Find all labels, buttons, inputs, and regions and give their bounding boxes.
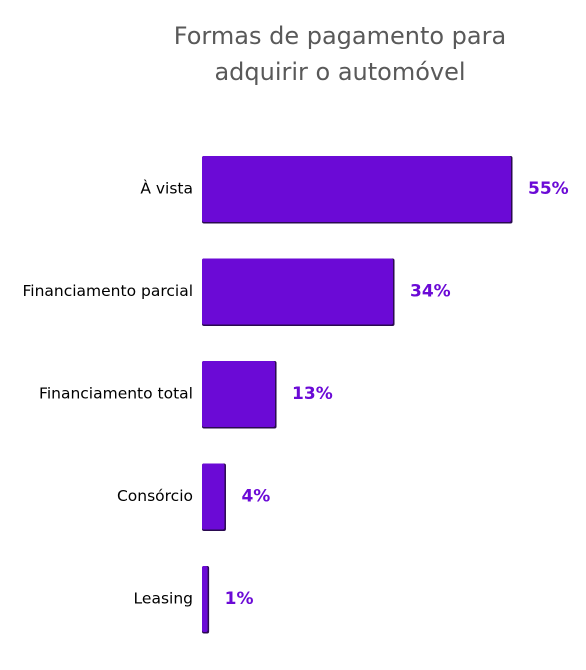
value-label: 4% <box>241 487 270 507</box>
bar <box>202 259 393 325</box>
value-label: 55% <box>528 179 569 199</box>
bar <box>202 566 208 632</box>
value-label: 1% <box>225 589 254 609</box>
value-label: 13% <box>292 384 333 404</box>
value-label: 34% <box>410 282 451 302</box>
bar <box>202 156 511 222</box>
bar <box>202 361 275 427</box>
category-label: Leasing <box>134 590 193 608</box>
category-label: À vista <box>140 179 193 198</box>
category-label: Financiamento parcial <box>22 282 193 300</box>
bar <box>202 464 224 530</box>
category-label: Consórcio <box>117 487 193 505</box>
category-label: Financiamento total <box>39 385 193 403</box>
